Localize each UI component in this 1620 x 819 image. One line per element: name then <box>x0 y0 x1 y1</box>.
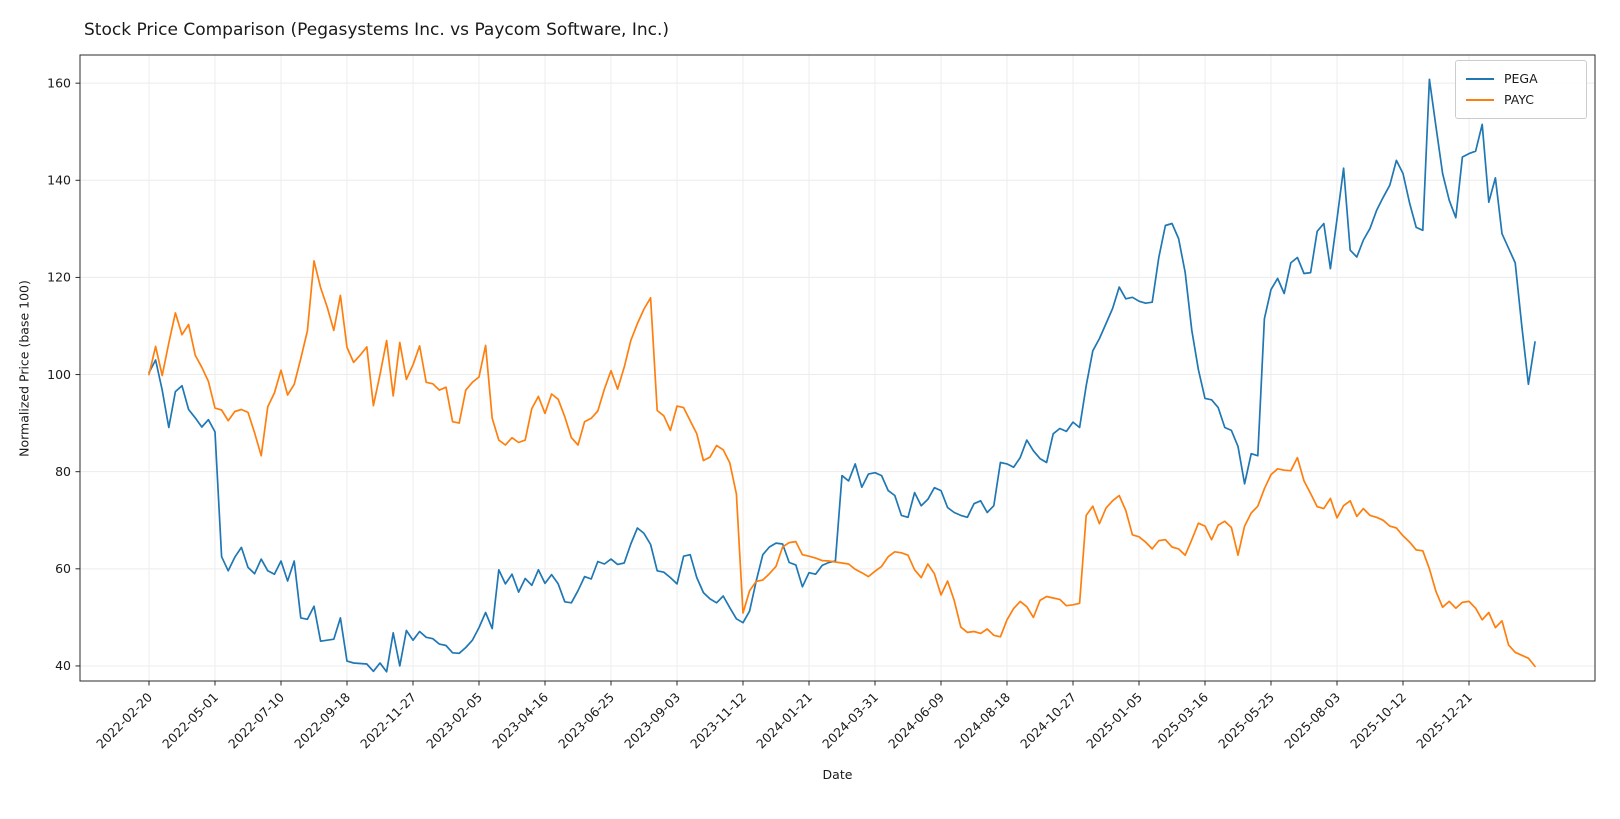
y-tick-label: 120 <box>47 270 71 285</box>
y-tick-label: 80 <box>55 464 71 479</box>
x-tick-label: 2024-06-09 <box>885 689 947 751</box>
y-tick-label: 160 <box>47 75 71 90</box>
y-tick-label: 100 <box>47 367 71 382</box>
x-tick-label: 2023-06-25 <box>555 690 617 752</box>
x-tick-label: 2023-04-16 <box>489 689 551 751</box>
data-series <box>148 78 1536 673</box>
y-tick-label: 140 <box>47 172 71 187</box>
x-tick-label: 2024-03-31 <box>819 690 881 752</box>
y-tick-label: 60 <box>55 561 71 576</box>
y-tick-label: 40 <box>55 658 71 673</box>
plot-background <box>80 55 1595 681</box>
legend: PEGA PAYC <box>1455 60 1587 119</box>
x-tick-label: 2025-12-21 <box>1413 690 1475 752</box>
chart-title: Stock Price Comparison (Pegasystems Inc.… <box>84 20 670 40</box>
payc-line <box>148 260 1536 668</box>
x-tick-label: 2024-01-21 <box>753 690 815 752</box>
x-tick-label: 2024-08-18 <box>951 689 1013 751</box>
legend-label-pega: PEGA <box>1504 71 1538 86</box>
x-tick-label: 2022-11-27 <box>357 690 419 752</box>
x-tick-label: 2023-09-03 <box>621 690 683 752</box>
pega-line <box>148 78 1536 673</box>
x-tick-label: 2025-01-05 <box>1083 690 1145 752</box>
x-tick-label: 2022-02-20 <box>93 689 155 751</box>
x-tick-label: 2025-03-16 <box>1149 689 1211 751</box>
legend-item-payc: PAYC <box>1466 89 1576 110</box>
x-tick-label: 2023-11-12 <box>687 690 749 752</box>
legend-item-pega: PEGA <box>1466 68 1576 89</box>
payc-line-swatch <box>1466 98 1494 101</box>
x-tick-label: 2022-07-10 <box>225 689 287 751</box>
x-tick-label: 2025-05-25 <box>1215 690 1277 752</box>
gridlines <box>80 55 1595 681</box>
x-tick-label: 2025-08-03 <box>1281 690 1343 752</box>
x-tick-label: 2022-05-01 <box>159 690 221 752</box>
axis-ticks <box>75 82 1470 686</box>
x-axis-title: Date <box>822 767 853 782</box>
x-tick-label: 2022-09-18 <box>291 689 353 751</box>
pega-line-swatch <box>1466 77 1494 80</box>
y-axis-title: Normalized Price (base 100) <box>16 280 32 457</box>
x-tick-label: 2023-02-05 <box>423 690 485 752</box>
legend-label-payc: PAYC <box>1504 92 1534 107</box>
plot-border <box>79 54 1596 682</box>
x-tick-label: 2024-10-27 <box>1017 690 1079 752</box>
x-tick-label: 2025-10-12 <box>1347 690 1409 752</box>
